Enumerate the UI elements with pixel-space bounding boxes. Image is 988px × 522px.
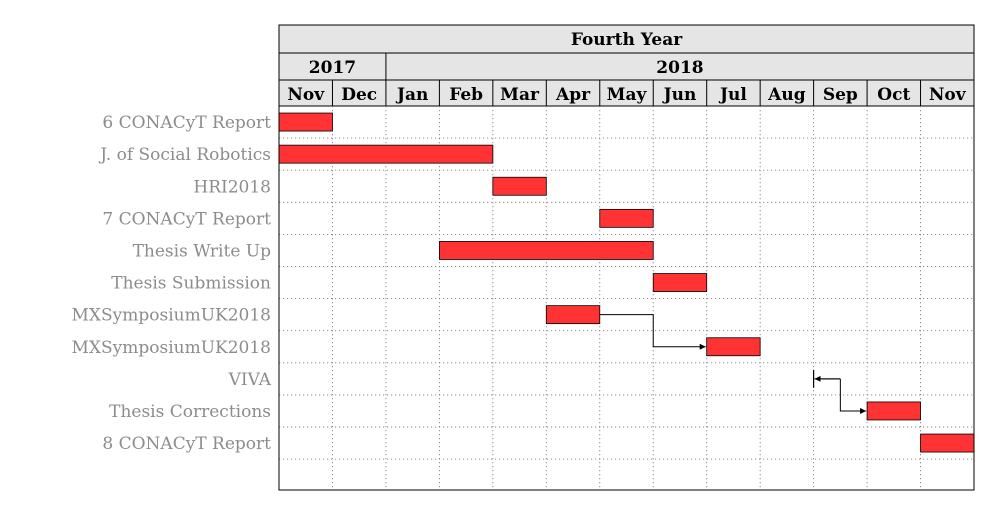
month-label: Jun xyxy=(662,85,697,105)
chart-frame xyxy=(278,24,975,491)
task-bar xyxy=(438,241,654,260)
month-label: Apr xyxy=(555,85,591,105)
month-label: Nov xyxy=(929,85,967,105)
task-bar xyxy=(652,273,708,292)
month-label: Dec xyxy=(341,85,377,105)
task-label: 7 CONACyT Report xyxy=(102,209,271,229)
task-label: Thesis Submission xyxy=(111,274,271,294)
task-label: MXSymposiumUK2018 xyxy=(71,306,271,326)
month-label: Aug xyxy=(767,85,806,105)
task-bar xyxy=(278,112,333,132)
chart-title: Fourth Year xyxy=(571,30,683,50)
task-label: 8 CONACyT Report xyxy=(102,434,271,454)
month-label: May xyxy=(607,85,648,105)
task-label: Thesis Corrections xyxy=(109,402,271,422)
year-label: 2018 xyxy=(656,58,703,78)
dependency-arrow xyxy=(815,378,866,411)
task-bar xyxy=(545,305,601,325)
task-label: VIVA xyxy=(228,370,272,390)
task-label: 6 CONACyT Report xyxy=(102,113,271,133)
month-label: Oct xyxy=(877,85,910,105)
header-background xyxy=(279,25,974,106)
task-bar xyxy=(599,208,654,228)
month-label: Sep xyxy=(823,85,858,105)
month-label: Feb xyxy=(449,85,483,105)
task-label: J. of Social Robotics xyxy=(98,145,271,165)
task-bar xyxy=(278,144,494,164)
month-label: Mar xyxy=(500,85,540,105)
task-bar xyxy=(492,176,547,196)
year-label: 2017 xyxy=(309,58,356,78)
task-label: Thesis Write Up xyxy=(133,241,272,261)
dependency-arrow xyxy=(599,314,706,350)
task-bar xyxy=(706,337,761,357)
task-label: HRI2018 xyxy=(193,177,271,197)
task-bar xyxy=(920,433,975,453)
task-label: MXSymposiumUK2018 xyxy=(71,338,271,358)
month-label: Jan xyxy=(395,85,428,105)
task-bar xyxy=(866,401,921,421)
month-label: Jul xyxy=(718,85,747,105)
month-label: Nov xyxy=(287,85,325,105)
